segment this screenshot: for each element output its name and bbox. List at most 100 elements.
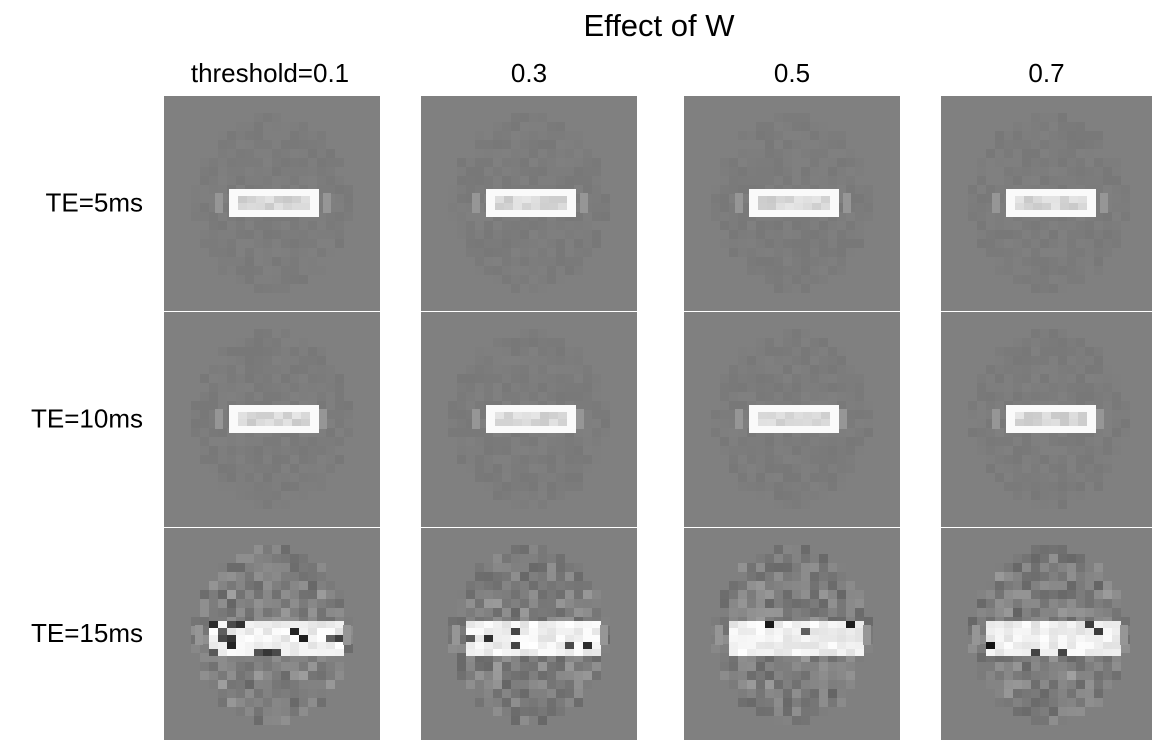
signal-block (567, 419, 576, 426)
noise-block (538, 590, 547, 599)
noise-block (986, 149, 995, 158)
noise-block (254, 572, 263, 581)
noise-block (574, 698, 583, 707)
noise-block (281, 698, 290, 707)
noise-block (855, 455, 864, 464)
noise-block (1004, 608, 1013, 617)
signal-block (1094, 628, 1103, 635)
noise-block (864, 644, 873, 653)
noise-block (783, 257, 792, 266)
signal-block (574, 621, 583, 628)
noise-block (774, 221, 783, 230)
noise-block (484, 140, 493, 149)
noise-block (529, 158, 538, 167)
noise-block (209, 581, 218, 590)
noise-block (574, 563, 583, 572)
noise-block (1112, 392, 1121, 401)
noise-block (801, 563, 810, 572)
noise-block (335, 239, 344, 248)
noise-block (493, 347, 502, 356)
noise-block (1058, 446, 1067, 455)
noise-block (326, 581, 335, 590)
noise-block (326, 455, 335, 464)
noise-block (774, 239, 783, 248)
noise-block (1058, 230, 1067, 239)
noise-block (846, 149, 855, 158)
noise-block (1085, 662, 1094, 671)
noise-block (290, 446, 299, 455)
noise-block (1004, 464, 1013, 473)
signal-block (502, 642, 511, 649)
noise-block (209, 248, 218, 257)
signal-block (513, 196, 522, 203)
signal-block (1085, 621, 1094, 628)
signal-block (785, 196, 794, 203)
noise-block (1058, 122, 1067, 131)
noise-block (1112, 374, 1121, 383)
signal-block (1051, 189, 1060, 196)
noise-block (1067, 365, 1076, 374)
noise-block (245, 221, 254, 230)
signal-block (290, 628, 299, 635)
noise-block (1112, 419, 1121, 428)
signal-block (821, 189, 830, 196)
signal-block (756, 649, 765, 656)
noise-block (792, 329, 801, 338)
noise-block (1013, 158, 1022, 167)
noise-block (774, 284, 783, 293)
signal-block (301, 412, 310, 419)
noise-block (986, 248, 995, 257)
noise-block (1049, 248, 1058, 257)
noise-block (738, 140, 747, 149)
noise-block (1013, 248, 1022, 257)
noise-block (254, 608, 263, 617)
signal-block (1078, 419, 1087, 426)
signal-block (1015, 426, 1024, 433)
noise-block (720, 644, 729, 653)
signal-block (310, 426, 319, 433)
noise-block (747, 572, 756, 581)
noise-block (1040, 437, 1049, 446)
noise-block (529, 500, 538, 509)
noise-block (1058, 167, 1067, 176)
noise-block (457, 428, 466, 437)
signal-block (1042, 210, 1051, 217)
noise-block (1040, 284, 1049, 293)
noise-block (995, 698, 1004, 707)
noise-block (1076, 122, 1085, 131)
noise-block (245, 248, 254, 257)
noise-block (747, 581, 756, 590)
noise-block (837, 608, 846, 617)
noise-block (747, 446, 756, 455)
noise-block (299, 437, 308, 446)
noise-block (263, 716, 272, 725)
noise-block (1076, 554, 1085, 563)
noise-block (1094, 563, 1103, 572)
noise-block (317, 473, 326, 482)
signal-block (238, 419, 247, 426)
noise-block (502, 473, 511, 482)
noise-block (272, 329, 281, 338)
noise-block (308, 671, 317, 680)
signal-block (529, 628, 538, 635)
noise-block (855, 401, 864, 410)
noise-block (218, 464, 227, 473)
noise-block (1031, 608, 1040, 617)
signal-block (236, 628, 245, 635)
noise-block (986, 392, 995, 401)
noise-block (511, 275, 520, 284)
noise-block (1058, 338, 1067, 347)
noise-block (1121, 617, 1130, 626)
noise-block (308, 437, 317, 446)
noise-block (538, 356, 547, 365)
noise-block (1067, 464, 1076, 473)
noise-block (236, 689, 245, 698)
noise-block (290, 464, 299, 473)
noise-block (1040, 545, 1049, 554)
noise-block (529, 590, 538, 599)
signal-block (209, 628, 218, 635)
noise-block (511, 284, 520, 293)
noise-block (738, 689, 747, 698)
noise-block (263, 329, 272, 338)
noise-block (729, 464, 738, 473)
